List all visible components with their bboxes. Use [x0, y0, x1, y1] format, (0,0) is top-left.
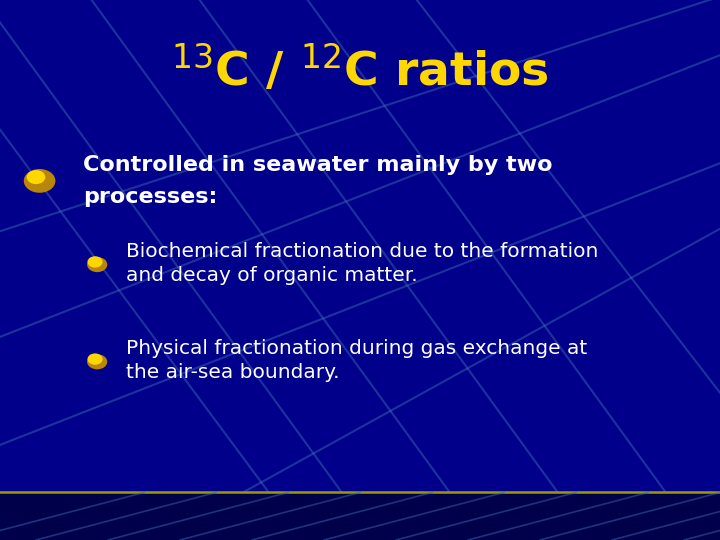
Text: Biochemical fractionation due to the formation: Biochemical fractionation due to the for… [126, 241, 598, 261]
Text: $^{13}$C / $^{12}$C ratios: $^{13}$C / $^{12}$C ratios [171, 45, 549, 96]
Text: and decay of organic matter.: and decay of organic matter. [126, 266, 418, 285]
Circle shape [88, 354, 103, 365]
Text: Controlled in seawater mainly by two: Controlled in seawater mainly by two [83, 154, 552, 175]
Text: the air-sea boundary.: the air-sea boundary. [126, 363, 340, 382]
Text: Physical fractionation during gas exchange at: Physical fractionation during gas exchan… [126, 339, 588, 358]
Bar [0, 492, 720, 540]
Circle shape [87, 257, 107, 272]
Circle shape [24, 169, 55, 193]
Circle shape [88, 256, 103, 267]
Circle shape [87, 354, 107, 369]
Text: processes:: processes: [83, 187, 217, 207]
Circle shape [27, 170, 45, 184]
